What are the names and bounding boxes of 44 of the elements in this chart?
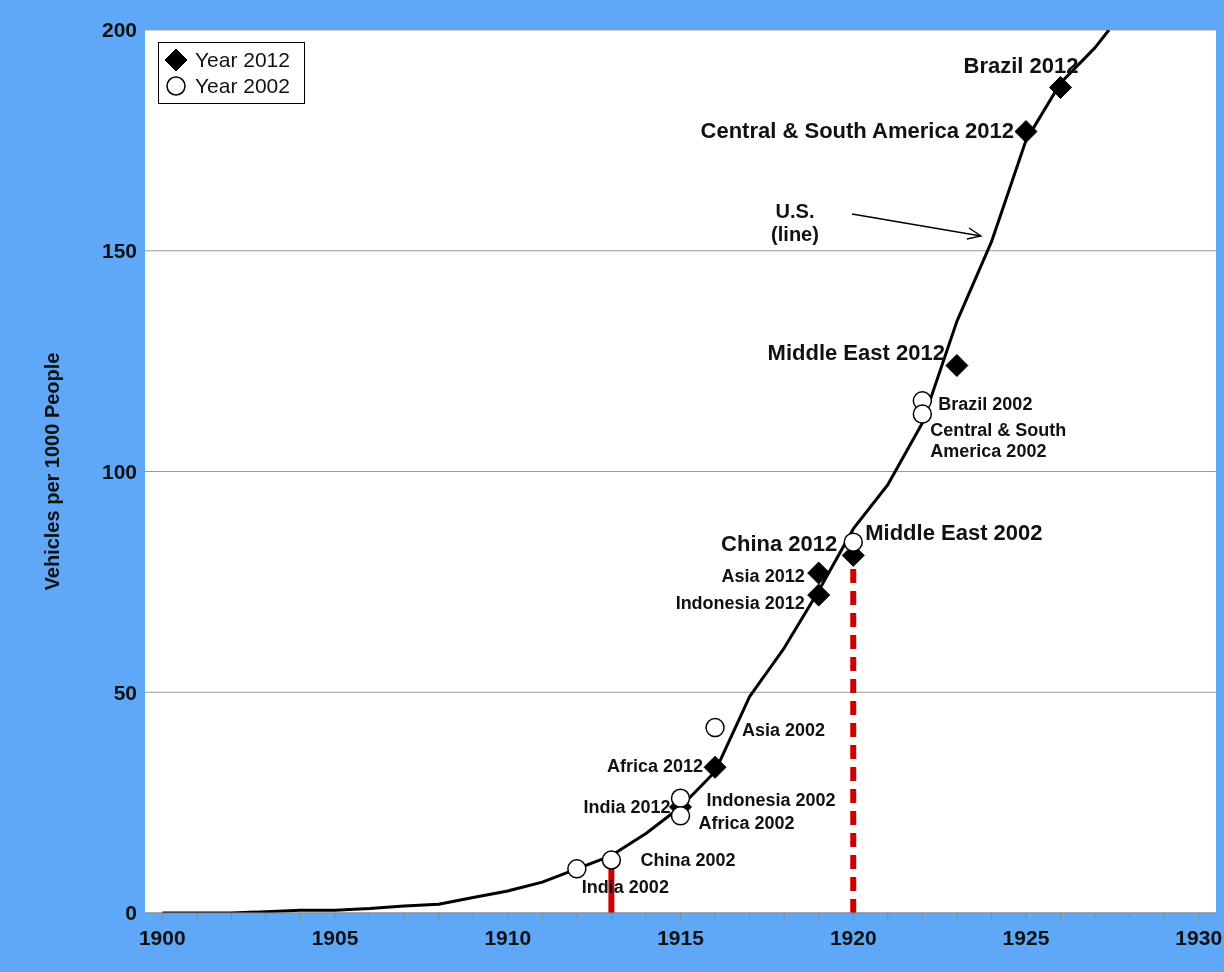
x-tick-label: 1905	[311, 925, 359, 949]
annotation: Middle East 2002	[865, 520, 1043, 546]
point	[670, 806, 691, 826]
point	[1014, 120, 1038, 144]
y-tick-label: 100	[101, 459, 137, 483]
point	[945, 354, 969, 378]
point	[705, 717, 725, 738]
y-tick-label: 0	[125, 901, 137, 925]
legend-label: Year 2002	[195, 73, 290, 99]
x-tick-label: 1900	[138, 925, 186, 949]
annotation: Asia 2012	[721, 566, 805, 587]
annotation: Central & South America 2012	[700, 117, 1014, 143]
annotation: Middle East 2012	[767, 339, 945, 365]
point	[1049, 75, 1073, 99]
point	[912, 404, 933, 424]
annotation: Brazil 2002	[938, 393, 1033, 414]
annotation: India 2012	[583, 797, 671, 818]
x-tick-label: 1910	[484, 925, 532, 949]
annotation: China 2002	[640, 850, 736, 871]
y-tick-label: 50	[113, 680, 137, 704]
y-tick-label: 200	[101, 18, 137, 42]
x-tick-label: 1930	[1175, 925, 1223, 949]
point	[843, 532, 863, 552]
x-tick-label: 1915	[657, 925, 705, 949]
annotation: Brazil 2012	[963, 53, 1079, 79]
annotation: Indonesia 2002	[706, 790, 836, 811]
annotation: Indonesia 2012	[675, 593, 805, 614]
legend-label: Year 2012	[195, 47, 290, 73]
x-tick-label: 1920	[829, 925, 877, 949]
annotation: Asia 2002	[742, 719, 826, 740]
annotation: U.S. (line)	[771, 200, 819, 245]
x-tick-label: 1925	[1002, 925, 1050, 949]
annotation: Africa 2012	[606, 756, 704, 777]
point	[670, 788, 691, 808]
point	[807, 583, 831, 607]
point	[601, 850, 622, 870]
point	[807, 561, 831, 585]
annotation: Central & South America 2002	[930, 420, 1067, 461]
point	[703, 755, 727, 779]
annotation: China 2012	[721, 531, 838, 557]
point	[567, 859, 587, 879]
y-axis-title: Vehicles per 1000 People	[41, 352, 64, 591]
annotation: Africa 2002	[698, 812, 795, 833]
y-tick-label: 150	[101, 239, 137, 263]
